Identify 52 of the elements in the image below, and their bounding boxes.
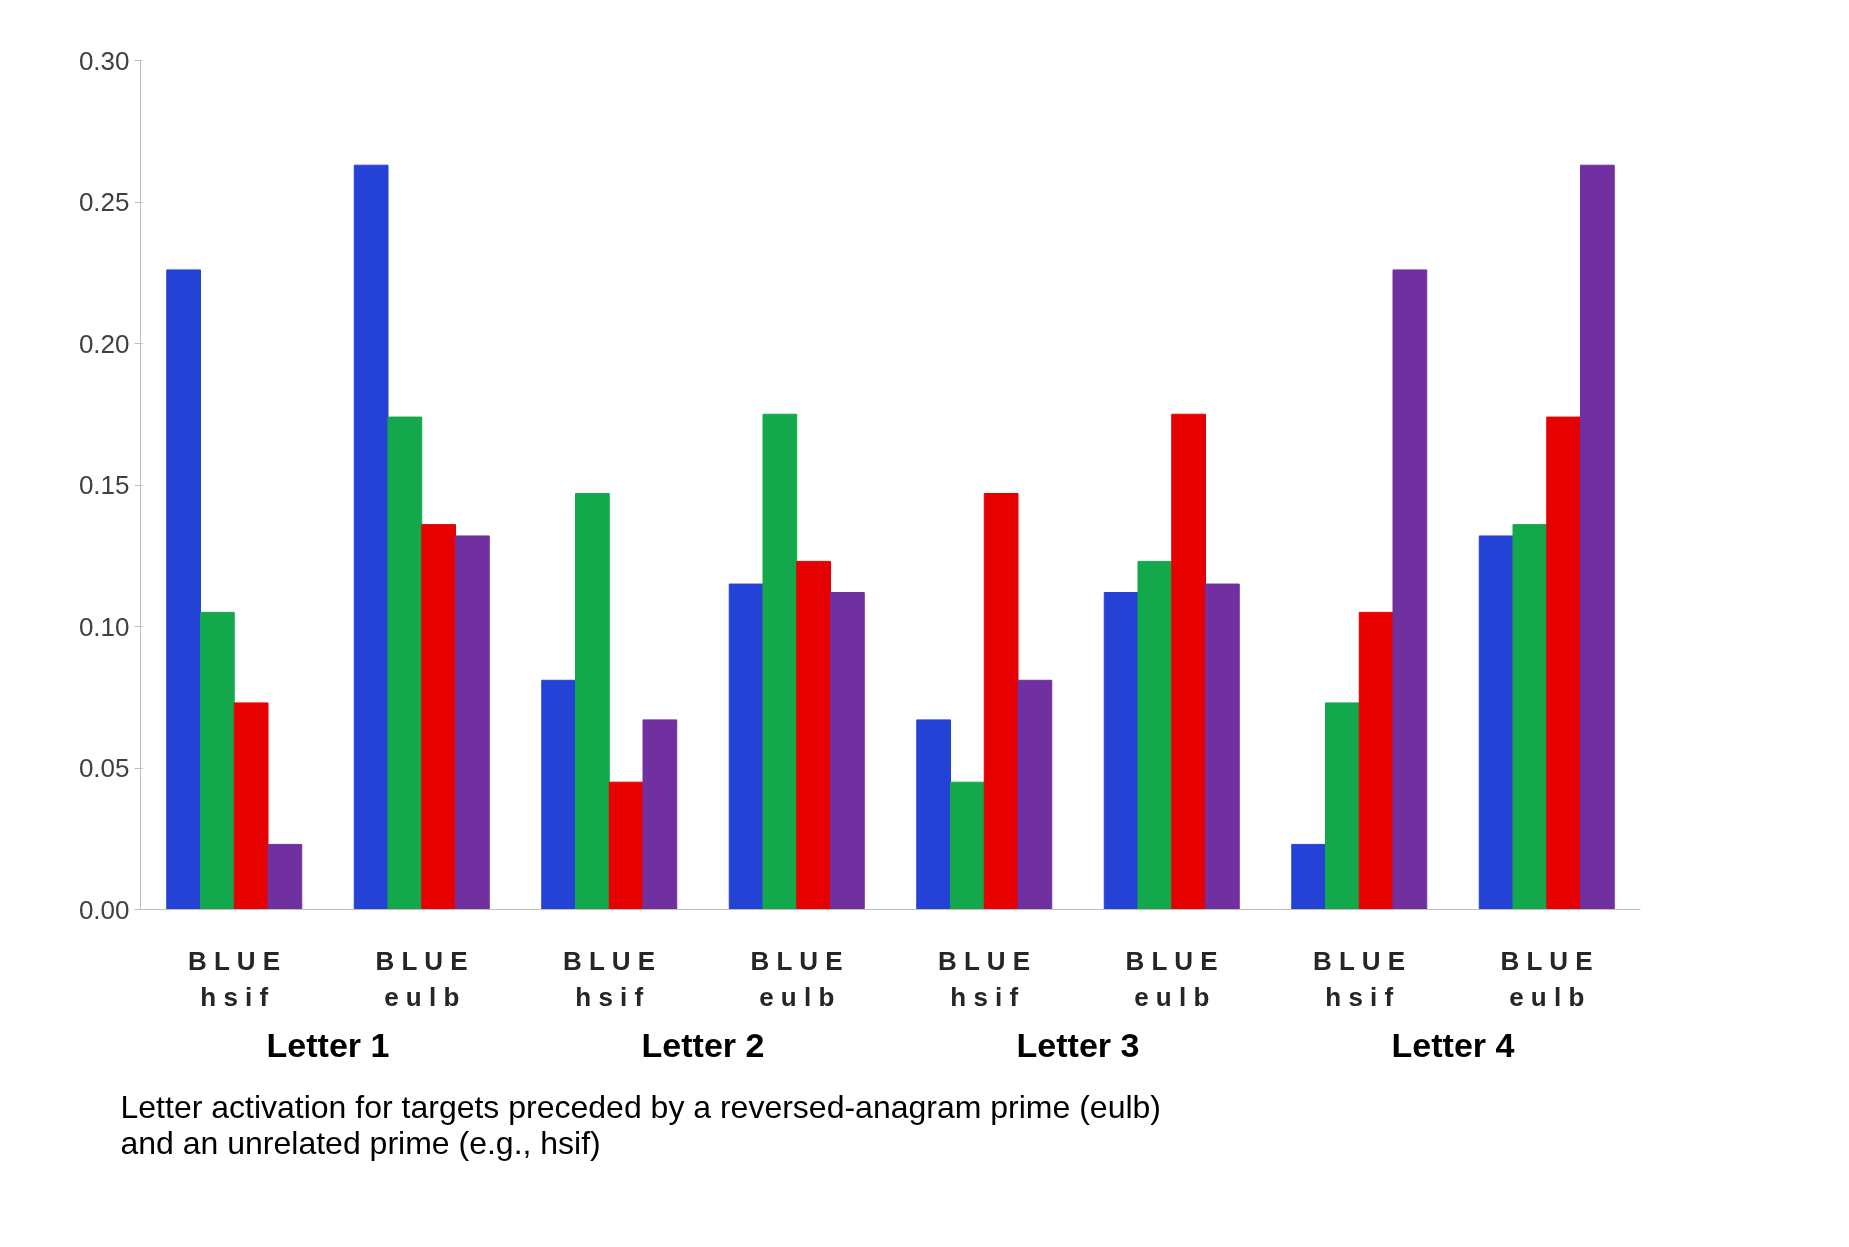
x-tick-label: B L U E e u l b [1125, 945, 1218, 1012]
bar [608, 781, 644, 910]
x-tick-label: B L U E e u l b [750, 945, 843, 1012]
bar [455, 535, 490, 910]
y-tick-label: 0.10 [78, 611, 130, 642]
x-tick-label: B L U E h s i f [938, 945, 1031, 1012]
bar [267, 843, 303, 910]
x-tick-label: B L U E h s i f [188, 945, 281, 1012]
bar [353, 164, 389, 910]
bar [421, 524, 456, 910]
bar [387, 416, 423, 910]
x-tick-label: B L U E e u l b [1500, 945, 1593, 1012]
bar [1392, 269, 1428, 910]
bar [1580, 164, 1615, 910]
bar [1546, 416, 1581, 910]
y-tick-label: 0.00 [78, 894, 130, 925]
bar [1103, 592, 1139, 910]
bar [575, 492, 610, 910]
x-tick-label: B L U E h s i f [1313, 945, 1406, 1012]
bar [983, 492, 1019, 910]
text: Letter 3 [1016, 1025, 1140, 1064]
bar [916, 719, 951, 910]
bar [796, 560, 831, 910]
bar [950, 781, 985, 910]
x-tick-label: B L U E e u l b [375, 945, 468, 1012]
bar [166, 269, 201, 910]
text: Letter 1 [266, 1025, 390, 1064]
bar [830, 592, 865, 910]
text: Letter 2 [641, 1025, 765, 1064]
y-tick-label: 0.30 [78, 45, 130, 76]
bar [541, 679, 576, 910]
y-tick-label: 0.20 [78, 328, 130, 359]
text: Letter 4 [1391, 1025, 1515, 1064]
bar [1171, 413, 1206, 910]
bar [1205, 583, 1240, 910]
y-tick-label: 0.25 [78, 187, 130, 217]
x-tick-label: B L U E h s i f [563, 945, 656, 1012]
bar [1017, 679, 1053, 910]
bar [233, 702, 269, 910]
bar [1478, 535, 1514, 910]
bar [200, 611, 235, 910]
text: Letter activation for targets preceded by a reversed-anagram prime (eulb) and an unrelated prime (e.g., hsif) [120, 1088, 1162, 1161]
bar [762, 413, 798, 910]
bar [642, 719, 678, 910]
bar [1358, 611, 1394, 910]
y-tick-label: 0.15 [78, 470, 130, 500]
bar [1325, 702, 1360, 910]
bar [1291, 843, 1326, 910]
bar [1137, 560, 1173, 910]
bar [728, 583, 764, 910]
bar [1512, 524, 1548, 910]
y-tick-label: 0.05 [78, 753, 130, 783]
